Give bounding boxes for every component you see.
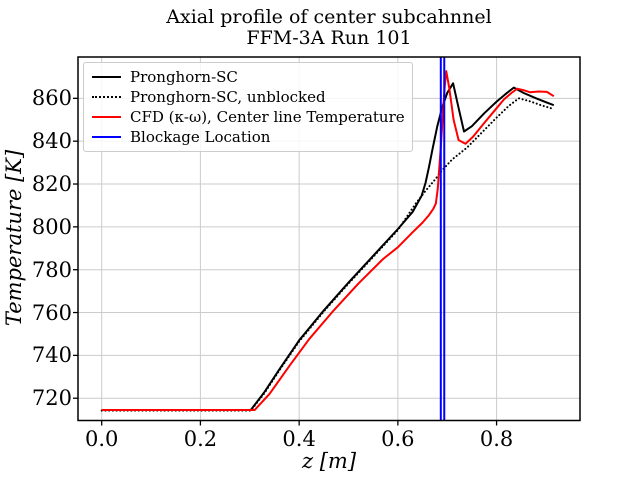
x-tick-label: 0.0 — [84, 427, 119, 451]
legend-line-sample-solid-red — [92, 116, 121, 118]
y-tick-label: 740 — [31, 343, 72, 368]
legend-line-sample-dotted-black — [92, 96, 121, 98]
legend-label: Pronghorn-SC, unblocked — [130, 88, 326, 106]
x-tick-label: 0.4 — [282, 427, 316, 451]
legend-item-blockage-location: Blockage Location — [92, 127, 405, 147]
y-tick-label: 860 — [31, 86, 72, 111]
x-tick-label: 0.8 — [479, 427, 514, 451]
legend-label: CFD (κ-ω), Center line Temperature — [130, 108, 405, 126]
y-tick-label: 780 — [31, 257, 72, 282]
series-pronghorn-sc-unblocked — [100, 97, 555, 412]
x-tick-label: 0.6 — [381, 427, 415, 451]
legend-label: Pronghorn-SC — [130, 68, 238, 86]
axes-border — [77, 56, 581, 422]
y-tick-label: 800 — [31, 214, 72, 239]
legend-item-cfd: CFD (κ-ω), Center line Temperature — [92, 107, 405, 127]
legend-item-pronghorn-sc-unblocked: Pronghorn-SC, unblocked — [92, 87, 405, 107]
legend: Pronghorn-SC Pronghorn-SC, unblocked CFD… — [83, 62, 413, 152]
y-tick-label: 720 — [31, 386, 72, 411]
legend-line-sample-solid-blue — [92, 136, 121, 138]
title-line-2: FFM-3A Run 101 — [246, 27, 412, 49]
x-axis-label: z [m] — [301, 449, 357, 473]
series-pronghorn-sc — [101, 82, 555, 411]
legend-label: Blockage Location — [130, 128, 271, 146]
legend-item-pronghorn-sc: Pronghorn-SC — [92, 67, 405, 87]
y-tick-label: 820 — [31, 172, 72, 197]
title-line-1: Axial profile of center subcahnnel — [166, 6, 492, 28]
y-tick-label: 760 — [31, 300, 72, 325]
x-tick-label: 0.2 — [183, 427, 218, 451]
legend-line-sample-solid-black — [92, 76, 121, 78]
y-tick-label: 840 — [31, 129, 72, 154]
chart-title: Axial profile of center subcahnnel FFM-3… — [78, 7, 580, 49]
